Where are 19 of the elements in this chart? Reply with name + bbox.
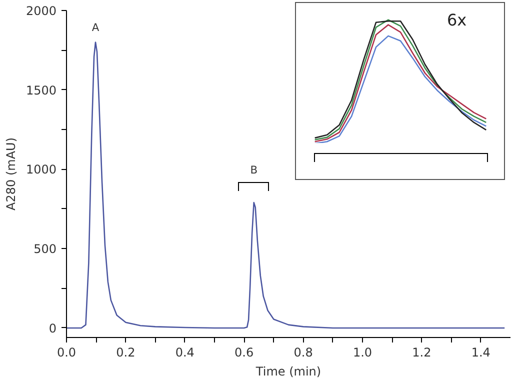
annotation: 6x: [446, 10, 467, 30]
y-tick-label: 2000: [26, 4, 57, 18]
y-tick-label: 1000: [26, 162, 57, 177]
x-tick-label: 0.8: [294, 346, 313, 360]
x-tick-label: 0.6: [234, 346, 254, 360]
y-tick-label: 0: [48, 321, 57, 336]
x-axis-title: Time (min): [254, 364, 322, 378]
x-tick-label: 0.4: [175, 346, 194, 360]
y-tick-label: 500: [34, 242, 56, 256]
x-tick-label: 1.0: [352, 346, 372, 360]
annotation: B: [250, 164, 258, 177]
y-tick-label: 1500: [26, 83, 57, 98]
y-axis-title: A280 (mAU): [4, 138, 18, 210]
x-tick-label: 1.2: [412, 346, 432, 360]
x-tick-label: 0.2: [116, 346, 136, 360]
x-tick-label: 0.0: [56, 346, 76, 360]
line-series: [66, 42, 506, 329]
annotation: A: [92, 21, 100, 34]
x-tick-label: 1.4: [471, 346, 490, 360]
